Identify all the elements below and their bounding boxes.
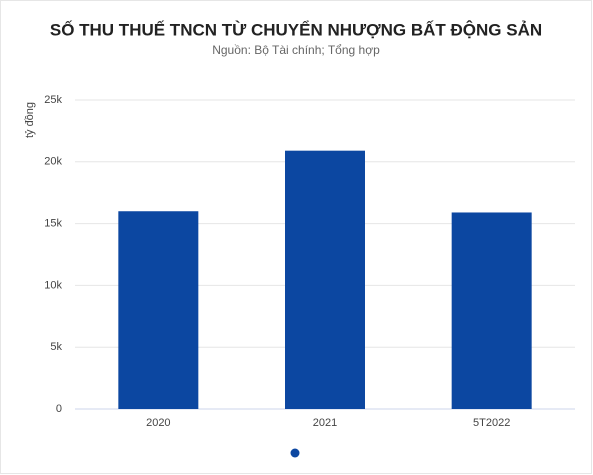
y-tick-label: 10k — [44, 279, 62, 291]
x-tick-label: 2020 — [146, 417, 170, 429]
pager-dot[interactable] — [290, 448, 300, 458]
bar — [451, 212, 532, 409]
bar — [118, 211, 199, 409]
y-tick-label: 15k — [44, 218, 62, 230]
chart-subtitle: Nguồn: Bộ Tài chính; Tổng hợp — [212, 43, 380, 57]
bar — [285, 150, 365, 409]
y-tick-label: 20k — [44, 156, 62, 168]
x-tick-label: 5T2022 — [473, 417, 510, 429]
y-tick-label: 25k — [44, 94, 62, 106]
y-tick-label: 5k — [50, 341, 62, 353]
y-axis-label: tỷ đồng — [24, 102, 36, 138]
y-tick-label: 0 — [56, 403, 62, 415]
x-tick-label: 2021 — [313, 417, 337, 429]
chart-title: SỐ THU THUẾ TNCN TỪ CHUYỂN NHƯỢNG BẤT ĐỘ… — [50, 19, 542, 39]
